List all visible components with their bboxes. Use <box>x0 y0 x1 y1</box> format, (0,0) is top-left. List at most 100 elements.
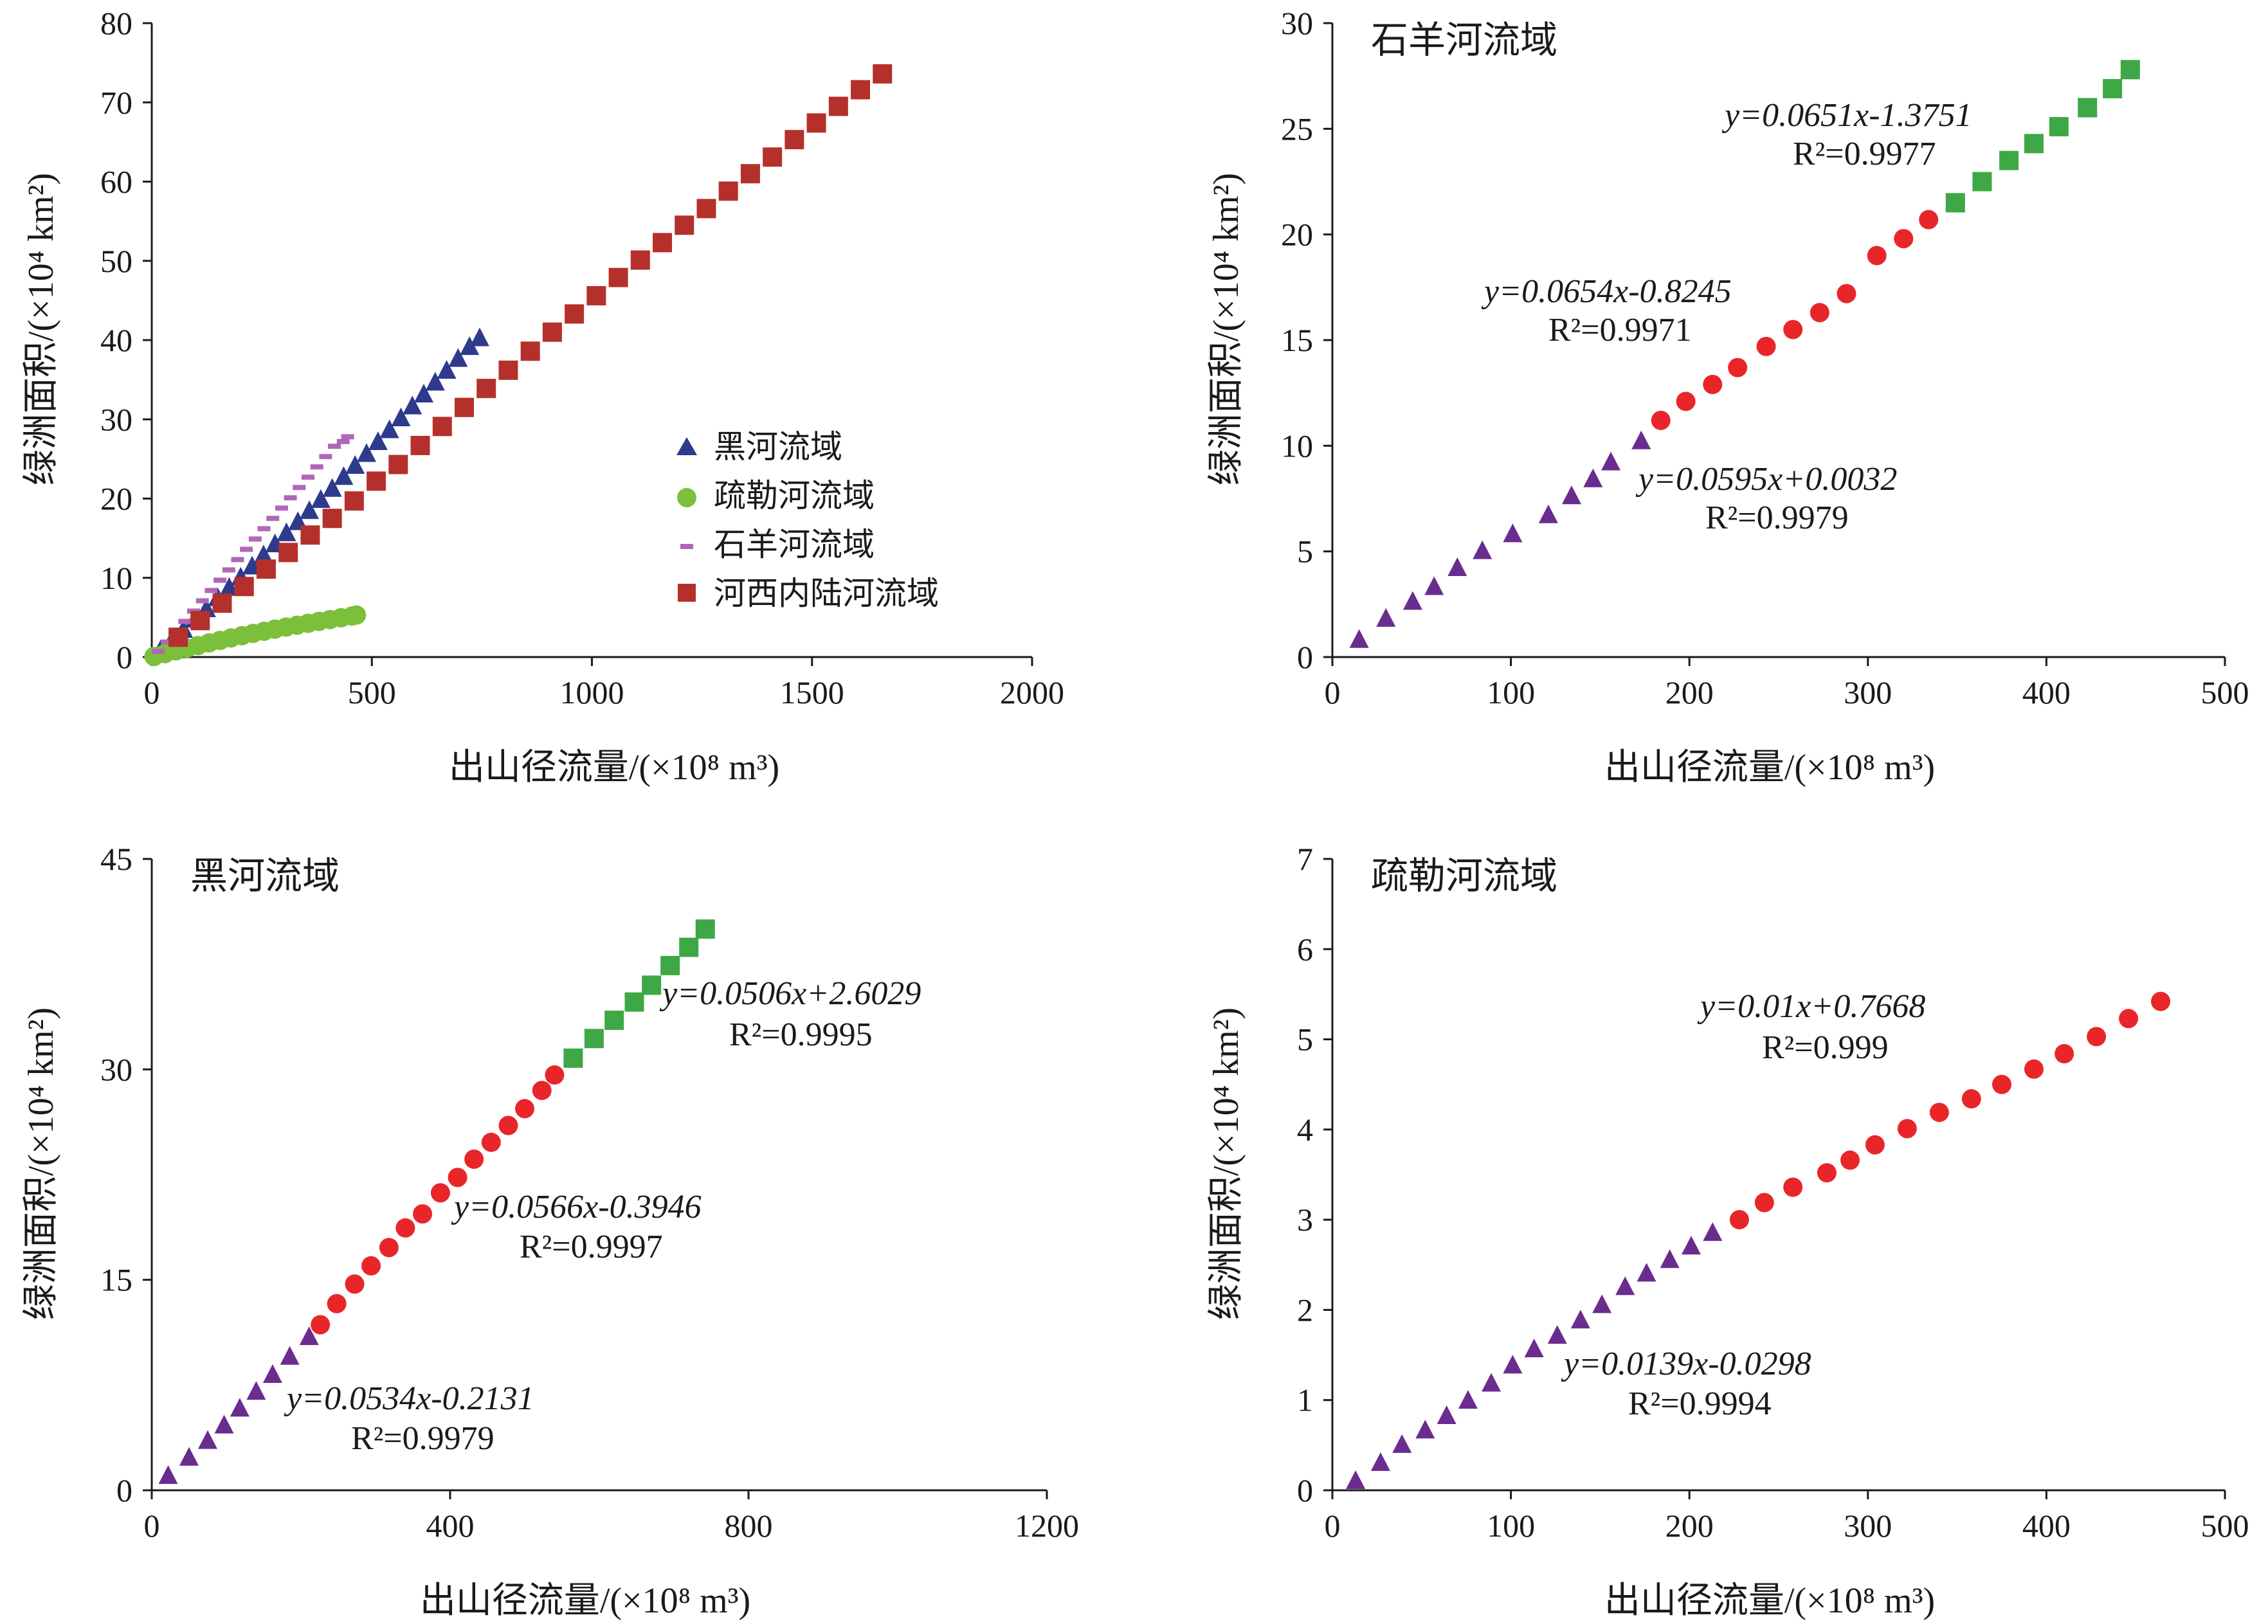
data-point <box>675 215 694 235</box>
data-point <box>198 1430 217 1449</box>
y-tick-label: 6 <box>1297 931 1313 967</box>
data-point <box>275 505 288 511</box>
legend-label: 疏勒河流域 <box>714 477 875 514</box>
data-point <box>1840 1150 1860 1170</box>
y-tick-label: 70 <box>100 84 132 120</box>
x-tick-label: 400 <box>426 1508 475 1544</box>
data-point <box>515 1099 534 1119</box>
p3-xlabel: 出山径流量/(×10⁸ m³) <box>420 1581 750 1621</box>
x-tick-label: 500 <box>348 674 396 710</box>
y-tick-label: 30 <box>100 401 132 437</box>
data-point <box>2049 117 2069 137</box>
y-tick-label: 0 <box>1297 639 1313 675</box>
data-point <box>1370 1452 1390 1471</box>
data-point <box>410 435 430 455</box>
data-point <box>1837 284 1856 303</box>
legend-label: 黑河流域 <box>714 428 842 465</box>
y-tick-label: 3 <box>1297 1202 1313 1238</box>
data-point <box>1756 336 1776 356</box>
data-point <box>806 113 826 133</box>
data-point <box>1538 504 1558 523</box>
data-point <box>414 384 434 403</box>
data-point <box>873 64 893 84</box>
data-point <box>361 1256 381 1276</box>
data-point <box>1349 629 1369 648</box>
data-point <box>430 1183 450 1203</box>
data-point <box>311 1315 331 1335</box>
data-point <box>437 360 457 379</box>
x-tick-label: 2000 <box>1000 674 1064 710</box>
data-point <box>1972 172 1992 192</box>
data-point <box>299 1326 319 1346</box>
r-squared: R²=0.9995 <box>729 1016 873 1053</box>
data-point <box>230 1398 249 1417</box>
x-tick-label: 400 <box>2022 674 2071 710</box>
data-point <box>301 474 314 480</box>
data-point <box>498 1115 518 1135</box>
data-point <box>642 975 662 995</box>
y-tick-label: 40 <box>100 322 132 358</box>
y-tick-label: 0 <box>116 1472 132 1508</box>
x-tick-label: 0 <box>144 1508 160 1544</box>
y-tick-label: 10 <box>1281 428 1313 464</box>
data-point <box>1503 1355 1523 1374</box>
data-point <box>293 485 306 491</box>
data-point <box>231 557 244 563</box>
p2-ylabel: 绿洲面积/(×10⁴ km²) <box>1206 173 1246 485</box>
data-point <box>1583 468 1603 487</box>
legend-item-hexi: 河西内陆河流域 <box>678 575 939 612</box>
legend-item-heihe: 黑河流域 <box>676 428 842 465</box>
data-point <box>740 164 760 184</box>
data-point <box>1651 410 1671 430</box>
data-point <box>1703 375 1723 395</box>
y-tick-label: 2 <box>1297 1292 1313 1328</box>
data-point <box>828 96 848 116</box>
y-tick-label: 7 <box>1297 841 1313 877</box>
data-point <box>851 80 871 100</box>
data-point <box>357 443 377 462</box>
y-tick-label: 15 <box>1281 322 1313 358</box>
x-tick-label: 200 <box>1665 674 1714 710</box>
regression-equation: y=0.0654x-0.8245 <box>1481 273 1732 310</box>
data-point <box>253 545 273 564</box>
data-point <box>696 199 716 219</box>
data-point <box>334 466 354 485</box>
regression-equation: y=0.0566x-0.3946 <box>451 1189 702 1225</box>
data-point <box>563 1048 583 1068</box>
p3-ylabel: 绿洲面积/(×10⁴ km²) <box>21 1007 61 1320</box>
x-tick-label: 100 <box>1487 674 1535 710</box>
y-tick-label: 30 <box>1281 5 1313 41</box>
data-point <box>1503 523 1523 543</box>
data-point <box>1437 1405 1456 1424</box>
data-point <box>277 522 296 541</box>
data-point <box>213 577 227 583</box>
data-point <box>1482 1373 1501 1392</box>
y-tick-label: 60 <box>100 164 132 200</box>
data-point <box>1424 576 1444 595</box>
x-tick-label: 1200 <box>1015 1508 1079 1544</box>
data-point <box>280 1346 300 1365</box>
data-point <box>322 509 342 528</box>
x-tick-label: 200 <box>1665 1508 1714 1544</box>
data-point <box>344 491 364 511</box>
legend-label: 石羊河流域 <box>714 526 875 563</box>
data-point <box>498 360 518 380</box>
data-point <box>311 489 331 508</box>
r-squared: R²=0.999 <box>1762 1029 1889 1066</box>
data-point <box>388 455 408 474</box>
data-point <box>1346 1470 1366 1489</box>
data-point <box>1392 1434 1412 1453</box>
data-point <box>1867 246 1887 266</box>
data-point <box>1728 357 1748 377</box>
data-point <box>679 937 699 957</box>
x-tick-label: 1500 <box>780 674 844 710</box>
data-point <box>195 598 209 604</box>
data-point <box>2103 78 2123 98</box>
data-point <box>1894 229 1914 249</box>
regression-equation: y=0.01x+0.7668 <box>1697 988 1925 1025</box>
data-point <box>345 455 365 474</box>
data-point <box>432 417 452 437</box>
panel-4: 0 100 200 300 400 500 0 1 2 3 4 5 6 7 疏勒河流域 出山径流量/(×1… <box>1206 841 2249 1621</box>
data-point <box>1631 430 1651 449</box>
